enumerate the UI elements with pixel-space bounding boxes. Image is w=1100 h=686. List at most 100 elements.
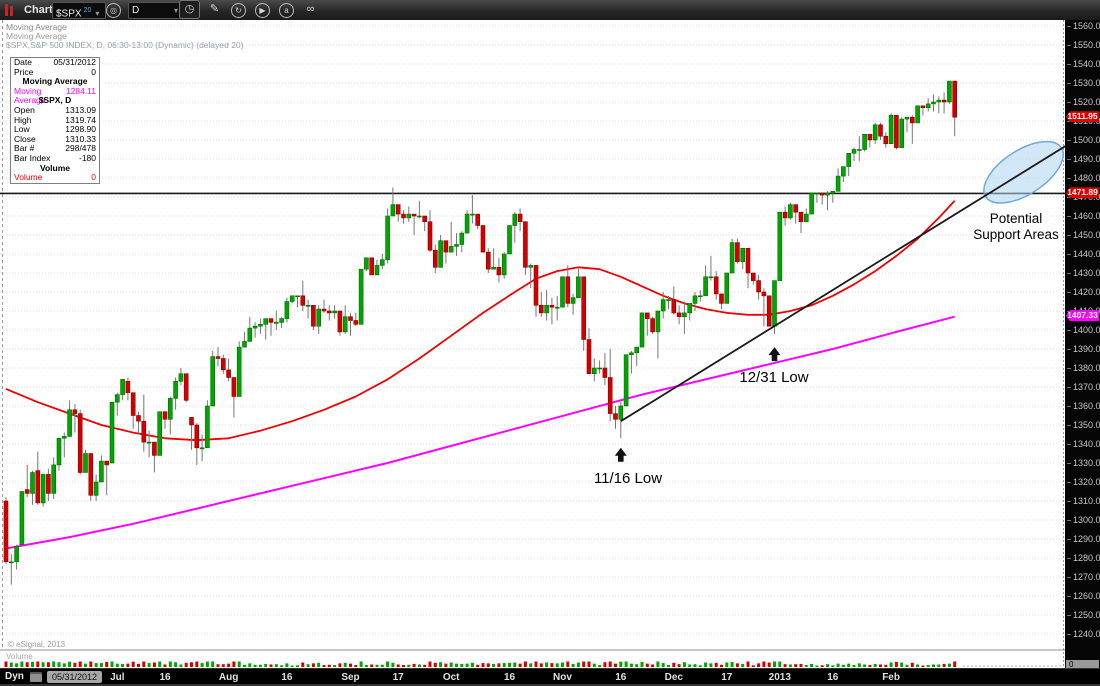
data-window-row: Bar #298/478	[14, 143, 96, 154]
price-axis-label: 1530.00	[1067, 78, 1100, 88]
settings-icon: ◎	[106, 3, 121, 18]
time-axis-tick: Nov	[553, 672, 572, 683]
symbol-input[interactable]: $SPX 20 ▾	[52, 2, 106, 19]
window-title: Chart	[24, 4, 53, 16]
price-flag-badge: 1407.33	[1066, 310, 1099, 322]
price-axis-label: 1350.00	[1067, 420, 1100, 430]
price-axis-label: 1370.00	[1067, 382, 1100, 392]
price-axis-label: 1340.00	[1067, 439, 1100, 449]
data-window-row: Price 0	[14, 66, 96, 77]
time-axis-tick: 17	[392, 672, 404, 683]
copyright-notice: © eSignal, 2013	[8, 640, 66, 649]
refresh-button[interactable]: ↻	[229, 1, 248, 18]
replay-button[interactable]: ▶	[253, 1, 272, 18]
time-axis-tick: Sep	[341, 672, 360, 683]
volume-zero-badge: 0	[1066, 660, 1099, 669]
window-edge	[0, 684, 1100, 686]
volume-bars	[4, 661, 1062, 667]
price-axis-label: 1520.00	[1067, 97, 1100, 107]
data-window-section-header: Volume	[39, 162, 71, 173]
delay-badge: 20	[83, 7, 92, 14]
gridlines	[0, 25, 1065, 635]
time-axis-tick: Feb	[882, 672, 900, 683]
draw-tool-button[interactable]: ✎	[205, 1, 224, 18]
time-template-button[interactable]: ◷	[179, 0, 200, 19]
dynamic-mode-label: Dyn	[5, 671, 24, 682]
candles	[3, 80, 958, 585]
price-axis-label: 1500.00	[1067, 135, 1100, 145]
title-bar: Chart $SPX 20 ▾ ◎ D ▾ ◷ ✎ ↻ ▶ a ∞	[0, 0, 1100, 21]
data-window-row: Open 1313.09	[14, 104, 96, 115]
time-axis-tick: Jul	[110, 672, 125, 683]
price-axis-label: 1490.00	[1067, 154, 1100, 164]
annotation-arrows	[614, 347, 781, 462]
price-axis-label: 1380.00	[1067, 363, 1100, 373]
link-icon: ∞	[306, 3, 315, 15]
trendline[interactable]	[620, 145, 1065, 422]
plot-background	[0, 20, 1065, 668]
link-button[interactable]: ∞	[301, 1, 320, 18]
time-axis-tick: Dec	[664, 672, 683, 683]
play-icon: ▶	[255, 3, 270, 18]
quote-icon: a	[279, 3, 294, 18]
calendar-icon[interactable]	[30, 672, 42, 682]
data-window-row: Moving Average 1284.11	[14, 85, 96, 106]
symbol-value: $SPX	[56, 8, 82, 20]
time-axis-tick: Oct	[442, 672, 460, 683]
price-axis-label: 1480.00	[1067, 173, 1100, 183]
price-axis-label: 1400.00	[1067, 325, 1100, 335]
price-axis[interactable]: 1560.001550.001540.001530.001520.001510.…	[1065, 20, 1100, 669]
app-logo-icon	[5, 3, 17, 17]
price-axis-label: 1420.00	[1067, 287, 1100, 297]
price-axis-label: 1260.00	[1067, 591, 1100, 601]
chart-settings-button[interactable]: ◎	[104, 1, 123, 18]
interval-select[interactable]: D ▾	[128, 2, 182, 19]
data-window-row: Close 1310.33	[14, 133, 96, 144]
price-axis-label: 1270.00	[1067, 572, 1100, 582]
clock-icon: ◷	[184, 3, 195, 15]
price-axis-label: 1300.00	[1067, 515, 1100, 525]
price-axis-label: 1560.00	[1067, 21, 1100, 31]
time-axis-tick: 16	[827, 672, 839, 683]
data-window-row: Low 1298.90	[14, 124, 96, 135]
time-axis[interactable]: Dyn 05/31/2012 Jul 16 Aug 16 Sep 17 Oct 16 Nov 16…	[0, 668, 1100, 685]
data-window-row: Bar Index -180	[14, 152, 96, 163]
time-axis-tick: 16	[159, 672, 171, 683]
price-chart[interactable]	[0, 20, 1065, 668]
caret-down-icon: ▾	[173, 6, 178, 15]
interval-value: D	[132, 5, 140, 16]
price-axis-label: 1450.00	[1067, 230, 1100, 240]
price-axis-label: 1430.00	[1067, 268, 1100, 278]
price-axis-label: 1320.00	[1067, 477, 1100, 487]
time-axis-tick: 16	[615, 672, 627, 683]
caret-down-icon: ▾	[95, 9, 100, 19]
price-axis-label: 1460.00	[1067, 211, 1100, 221]
price-axis-label: 1540.00	[1067, 59, 1100, 69]
volume-pane-label: Volume	[6, 652, 33, 661]
price-axis-label: 1390.00	[1067, 344, 1100, 354]
price-flag-badge: 1511.95	[1066, 111, 1099, 123]
price-axis-label: 1290.00	[1067, 534, 1100, 544]
time-axis-tick: Aug	[218, 672, 239, 683]
price-axis-label: 1330.00	[1067, 458, 1100, 468]
goto-date-badge[interactable]: 05/31/2012	[47, 671, 103, 683]
time-axis-tick: 16	[503, 672, 516, 683]
price-flag-badge: 1471.89	[1066, 187, 1099, 199]
price-axis-label: 1250.00	[1067, 610, 1100, 620]
pencil-icon: ✎	[209, 3, 220, 15]
quote-button[interactable]: a	[277, 1, 296, 18]
time-axis-tick: 16	[281, 672, 293, 683]
refresh-icon: ↻	[231, 3, 246, 18]
data-window-row: Volume 0	[14, 172, 96, 183]
price-axis-label: 1550.00	[1067, 40, 1100, 50]
price-axis-label: 1440.00	[1067, 249, 1100, 259]
data-window-row: Date 05/31/2012	[14, 57, 96, 67]
data-window: Date 05/31/2012 Price 0 Moving Average Moving…	[10, 57, 100, 184]
data-window-row: High 1319.74	[14, 114, 96, 125]
price-axis-label: 1280.00	[1067, 553, 1100, 563]
data-window-section-header: $SPX, D	[38, 95, 72, 106]
up-arrow-icon[interactable]	[768, 347, 781, 362]
price-axis-label: 1360.00	[1067, 401, 1100, 411]
up-arrow-icon[interactable]	[614, 447, 627, 462]
